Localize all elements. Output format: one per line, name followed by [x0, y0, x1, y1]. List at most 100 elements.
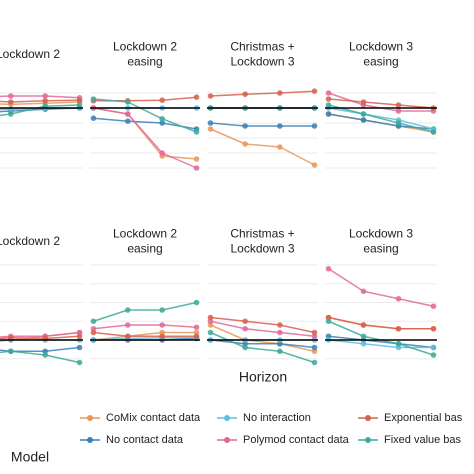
point [242, 344, 248, 351]
point [325, 102, 332, 108]
point [311, 123, 318, 129]
series-line [0, 346, 80, 352]
facet-title: Lockdown 3 [349, 40, 413, 54]
point [360, 340, 367, 347]
series-line [93, 337, 197, 341]
facet-title: Lockdown 3 [349, 227, 413, 241]
point [325, 111, 332, 117]
point [76, 97, 83, 103]
facet-title: easing [363, 55, 398, 69]
point [207, 314, 214, 321]
point [360, 117, 367, 123]
facet-title: Christmas + [230, 227, 294, 241]
legend-label: No contact data [106, 434, 184, 446]
series-line [0, 331, 80, 338]
point [242, 325, 248, 332]
point [311, 359, 318, 366]
series-line [210, 90, 315, 97]
point [193, 299, 200, 306]
series-line [328, 98, 434, 109]
point [311, 344, 318, 351]
series-line [210, 128, 315, 166]
point [159, 120, 165, 126]
point [311, 329, 318, 336]
legend-key-dot [365, 437, 371, 443]
point [159, 307, 165, 313]
point [430, 344, 437, 351]
point [395, 120, 402, 126]
point [125, 307, 131, 313]
point [277, 90, 283, 96]
series-line [210, 320, 315, 337]
point [76, 359, 83, 366]
series-line [0, 350, 80, 364]
point [395, 340, 402, 347]
point [277, 329, 283, 336]
point [90, 329, 97, 336]
facet-title: Lockdown 3 [230, 55, 294, 69]
point [277, 322, 283, 328]
series-line [0, 335, 80, 340]
point [8, 111, 14, 117]
series-line [328, 268, 434, 307]
point [430, 303, 437, 310]
series-line [0, 101, 80, 106]
point [193, 156, 200, 162]
point [325, 265, 332, 272]
point [90, 96, 97, 102]
series-line [93, 117, 197, 130]
series-line [93, 324, 197, 330]
point [395, 108, 402, 114]
point [76, 102, 83, 108]
facet-title: easing [127, 55, 162, 69]
series-line [328, 316, 434, 330]
series-line [210, 122, 315, 127]
facet-title: Lockdown 2 [0, 47, 60, 61]
point [430, 325, 437, 332]
series-line [328, 335, 434, 349]
point [242, 318, 248, 325]
legend-key-dot [224, 437, 230, 443]
point [242, 123, 248, 129]
point [193, 324, 200, 331]
facet-title: Christmas + [230, 40, 294, 54]
point [42, 93, 48, 99]
point [76, 333, 83, 340]
facet-title: easing [127, 242, 162, 256]
point [8, 348, 14, 355]
point [277, 123, 283, 129]
point [207, 93, 214, 99]
legend-key-dot [365, 415, 371, 421]
legend-title: Model [11, 449, 49, 465]
series-line [328, 339, 434, 349]
point [125, 322, 131, 328]
point [125, 333, 131, 340]
legend-key-dot [87, 437, 93, 443]
legend-key-dot [224, 415, 230, 421]
facet-title: Lockdown 3 [230, 242, 294, 256]
point [207, 329, 214, 336]
point [125, 99, 131, 105]
point [242, 91, 248, 97]
series-line [93, 331, 197, 341]
point [360, 288, 367, 295]
facet-title: Lockdown 2 [0, 234, 60, 248]
point [8, 334, 14, 341]
legend-label: Exponential bas [384, 412, 463, 424]
point [125, 118, 131, 124]
point [360, 111, 367, 117]
point [277, 144, 283, 150]
legend-label: No interaction [243, 412, 311, 424]
x-axis-label: Horizon [239, 369, 287, 385]
point [311, 88, 318, 94]
legend-key-dot [87, 415, 93, 421]
point [193, 129, 200, 135]
point [8, 93, 14, 99]
point [159, 333, 165, 340]
point [159, 322, 165, 328]
legend-label: CoMix contact data [106, 412, 201, 424]
point [207, 120, 214, 126]
point [159, 97, 165, 103]
point [242, 141, 248, 147]
series-line [93, 301, 197, 322]
